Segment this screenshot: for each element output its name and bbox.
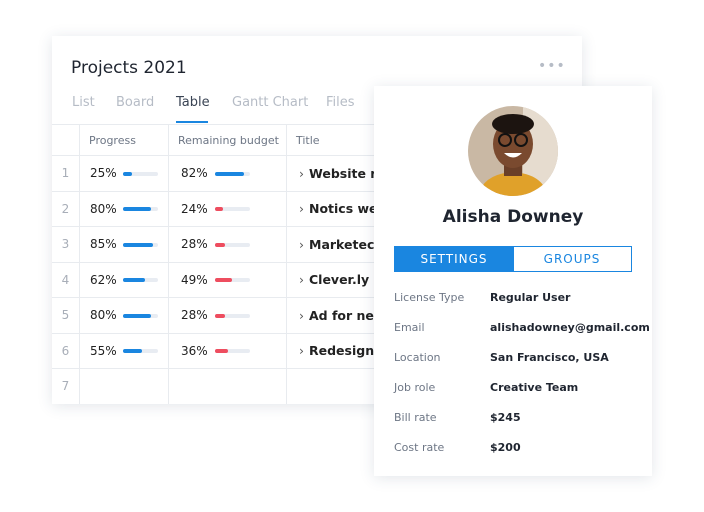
column-header: Progress: [80, 124, 169, 156]
budget-cell: 49%: [169, 262, 287, 298]
settings-tab[interactable]: SETTINGS: [394, 246, 514, 272]
budget-cell: 24%: [169, 191, 287, 227]
project-title: Website re: [309, 165, 385, 181]
budget-cell: 28%: [169, 298, 287, 334]
bar-fill: [215, 349, 228, 354]
active-tab-underline: [176, 121, 208, 123]
budget-text: 28%: [181, 237, 208, 252]
bar-fill: [215, 207, 224, 212]
bar-fill: [215, 313, 225, 318]
field-value: alishadowney@gmail.com: [490, 321, 650, 334]
field-label: Cost rate: [394, 441, 445, 454]
expand-chevron: ›: [299, 236, 304, 252]
budget-text: 24%: [181, 201, 208, 216]
budget-cell: 82%: [169, 156, 287, 192]
groups-tab[interactable]: GROUPS: [512, 246, 632, 272]
bar-fill: [123, 242, 153, 247]
row-number: 4: [52, 262, 80, 298]
progress-text: 62%: [90, 272, 117, 287]
projects-title: Projects 2021: [71, 58, 187, 78]
progress-cell: [80, 369, 169, 404]
row-number: 5: [52, 298, 80, 334]
bar-track: [123, 278, 158, 283]
bar-track: [215, 171, 250, 176]
bar-fill: [123, 278, 145, 283]
field-value: Creative Team: [490, 381, 579, 394]
avatar: [468, 106, 558, 196]
bar-track: [123, 349, 158, 354]
row-number: 6: [52, 333, 80, 369]
row-number: 2: [52, 191, 80, 227]
budget-cell: 28%: [169, 227, 287, 263]
view-tab[interactable]: Gantt Chart: [232, 95, 309, 110]
expand-chevron: ›: [299, 201, 304, 217]
bar-fill: [123, 171, 132, 176]
field-label: Job role: [394, 381, 436, 394]
bar-fill: [123, 313, 151, 318]
bar-track: [123, 313, 158, 318]
project-title: Redesign: [309, 343, 375, 359]
view-tab[interactable]: List: [72, 95, 95, 110]
bar-fill: [215, 171, 244, 176]
budget-cell: [169, 369, 287, 404]
field-label: Email: [394, 321, 425, 334]
budget-text: 28%: [181, 308, 208, 323]
field-label: Location: [394, 351, 441, 364]
profile-name: Alisha Downey: [442, 207, 584, 227]
bar-fill: [123, 349, 143, 354]
progress-text: 80%: [90, 201, 117, 216]
bar-track: [123, 242, 158, 247]
column-header: [52, 124, 80, 156]
bar-track: [215, 242, 250, 247]
row-number: 7: [52, 369, 80, 404]
field-value: $200: [490, 441, 521, 454]
budget-cell: 36%: [169, 333, 287, 369]
expand-chevron: ›: [299, 272, 304, 288]
project-title: Marketec: [309, 236, 375, 252]
view-tab[interactable]: Files: [326, 95, 355, 110]
bar-fill: [215, 278, 233, 283]
view-tab[interactable]: Board: [116, 95, 155, 110]
progress-cell: 85%: [80, 227, 169, 263]
field-value: $245: [490, 411, 521, 424]
project-title: Notics we: [309, 201, 378, 217]
progress-cell: 80%: [80, 298, 169, 334]
more-menu[interactable]: •••: [538, 58, 566, 74]
project-title: Ad for new: [309, 307, 386, 323]
progress-text: 80%: [90, 308, 117, 323]
field-label: Bill rate: [394, 411, 437, 424]
field-value: Regular User: [490, 291, 571, 304]
bar-track: [215, 349, 250, 354]
column-header: Remaining budget: [169, 124, 287, 156]
progress-cell: 80%: [80, 191, 169, 227]
field-value: San Francisco, USA: [490, 351, 609, 364]
view-tab[interactable]: Table: [176, 95, 210, 110]
progress-text: 85%: [90, 237, 117, 252]
bar-fill: [123, 207, 151, 212]
bar-track: [123, 171, 158, 176]
row-number: 3: [52, 227, 80, 263]
expand-chevron: ›: [299, 307, 304, 323]
progress-cell: 55%: [80, 333, 169, 369]
bar-track: [215, 313, 250, 318]
expand-chevron: ›: [299, 343, 304, 359]
progress-cell: 62%: [80, 262, 169, 298]
project-title: Clever.ly c: [309, 272, 381, 288]
row-number: 1: [52, 156, 80, 192]
profile-card: Alisha Downey SETTINGS GROUPS: [374, 86, 652, 476]
progress-cell: 25%: [80, 156, 169, 192]
budget-text: 36%: [181, 343, 208, 358]
bar-track: [123, 207, 158, 212]
progress-text: 25%: [90, 166, 117, 181]
expand-chevron: ›: [299, 165, 304, 181]
bar-fill: [215, 242, 225, 247]
progress-text: 55%: [90, 343, 117, 358]
field-label: License Type: [394, 291, 465, 304]
budget-text: 49%: [181, 272, 208, 287]
budget-text: 82%: [181, 166, 208, 181]
bar-track: [215, 278, 250, 283]
bar-track: [215, 207, 250, 212]
